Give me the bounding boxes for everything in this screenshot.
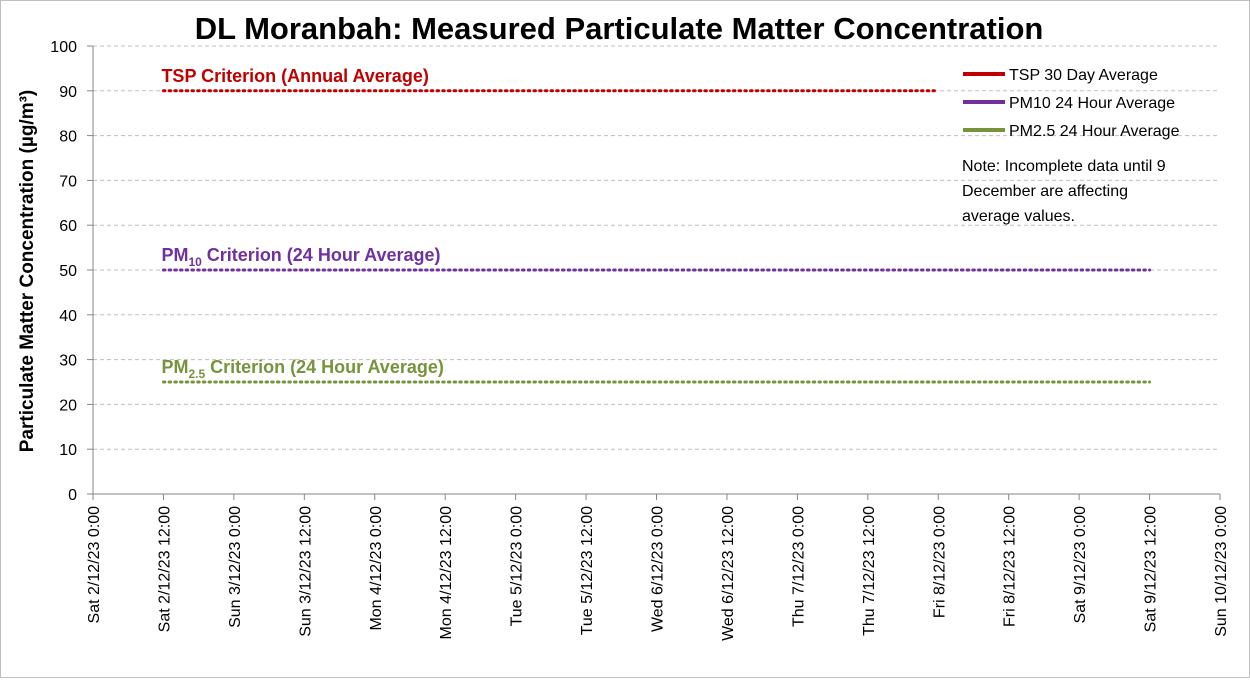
x-tick-label: Mon 4/12/23 12:00 (438, 506, 455, 640)
criterion-label-subscript: 2.5 (188, 367, 205, 381)
criterion-label-base: PM (161, 245, 188, 265)
x-tick-label: Thu 7/12/23 12:00 (861, 506, 878, 636)
criterion-label-subscript: 10 (188, 255, 202, 269)
y-tick-label: 30 (59, 353, 77, 370)
y-tick-label: 0 (68, 487, 77, 504)
legend-label: PM10 24 Hour Average (1009, 95, 1175, 112)
x-tick-label: Tue 5/12/23 0:00 (509, 506, 526, 626)
y-tick-label: 100 (50, 39, 77, 56)
legend-label: PM2.5 24 Hour Average (1009, 123, 1180, 140)
x-tick-label: Mon 4/12/23 0:00 (368, 506, 385, 631)
x-tick-label: Sat 9/12/23 0:00 (1072, 506, 1089, 624)
x-tick-label: Sat 9/12/23 12:00 (1143, 506, 1160, 632)
criterion-label: TSP Criterion (Annual Average) (161, 66, 428, 86)
axes (87, 45, 1221, 500)
y-tick-label: 20 (59, 397, 77, 414)
y-tick-label: 40 (59, 308, 77, 325)
y-tick-label: 90 (59, 84, 77, 101)
x-tick-labels: Sat 2/12/23 0:00 Sat 2/12/23 12:00 Sun 3/1… (86, 506, 1230, 641)
criterion-label: PM10 Criterion (24 Hour Average) (161, 245, 440, 269)
x-tick-label: Thu 7/12/23 0:00 (790, 506, 807, 627)
x-tick-label: Fri 8/12/23 12:00 (1002, 506, 1019, 627)
x-tick-label: Fri 8/12/23 0:00 (931, 506, 948, 618)
legend: TSP 30 Day Average PM10 24 Hour Average PM… (963, 67, 1180, 140)
criterion-lines: TSP Criterion (Annual Average)PM10 Crite… (161, 66, 1152, 384)
x-tick-label: Wed 6/12/23 12:00 (720, 506, 737, 641)
criterion-label-base: TSP Criterion (Annual Average) (161, 66, 428, 86)
note-line: December are affecting (962, 183, 1128, 200)
y-tick-label: 10 (59, 442, 77, 459)
note-line: Note: Incomplete data until 9 (962, 158, 1166, 175)
criterion-label-rest: Criterion (24 Hour Average) (205, 357, 444, 377)
x-tick-label: Sat 2/12/23 0:00 (86, 506, 103, 624)
y-tick-labels: 0 10 20 30 40 50 60 70 80 90 100 (50, 39, 77, 504)
criterion-label-base: PM (161, 357, 188, 377)
x-tick-label: Tue 5/12/23 12:00 (579, 506, 596, 635)
legend-label: TSP 30 Day Average (1009, 67, 1158, 84)
x-tick-label: Sun 3/12/23 0:00 (227, 506, 244, 628)
x-tick-label: Sat 2/12/23 12:00 (156, 506, 173, 632)
note-line: average values. (962, 208, 1075, 225)
x-tick-label: Sun 3/12/23 12:00 (297, 506, 314, 637)
y-tick-label: 50 (59, 263, 77, 280)
y-tick-label: 60 (59, 218, 77, 235)
chart-title: DL Moranbah: Measured Particulate Matter… (195, 11, 1044, 46)
x-tick-label: Wed 6/12/23 0:00 (650, 506, 667, 632)
criterion-label: PM2.5 Criterion (24 Hour Average) (161, 357, 443, 381)
chart-note: Note: Incomplete data until 9 December ar… (962, 158, 1166, 225)
y-tick-label: 70 (59, 173, 77, 190)
x-tick-label: Sun 10/12/23 0:00 (1213, 506, 1230, 637)
y-axis-label: Particulate Matter Concentration (µg/m³) (17, 90, 38, 452)
criterion-label-rest: Criterion (24 Hour Average) (202, 245, 441, 265)
y-tick-label: 80 (59, 129, 77, 146)
